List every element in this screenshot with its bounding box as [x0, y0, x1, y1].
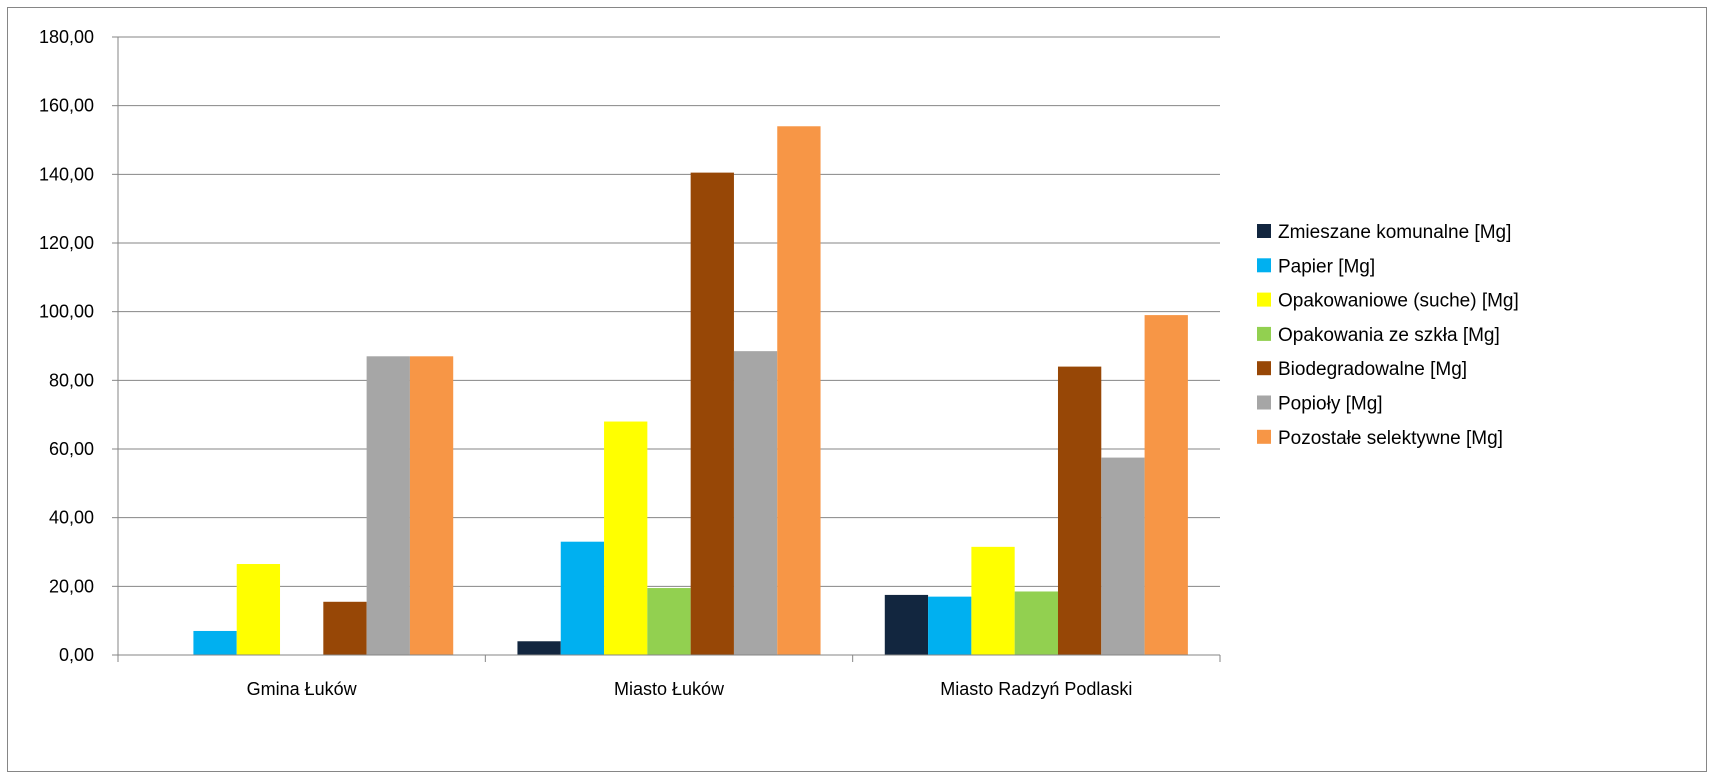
legend-swatch [1257, 224, 1271, 238]
bar [690, 172, 734, 655]
bar [236, 564, 281, 655]
y-tick-label: 120,00 [39, 233, 94, 253]
bar [366, 356, 410, 655]
legend-label: Zmieszane komunalne [Mg] [1278, 222, 1511, 243]
bar [1101, 457, 1145, 655]
bar [1014, 591, 1058, 655]
bar [971, 546, 1015, 655]
y-tick-label: 160,00 [39, 96, 94, 116]
x-category-label: Gmina Łuków [247, 679, 358, 699]
legend-label: Biodegradowalne [Mg] [1278, 359, 1467, 380]
bar [928, 596, 972, 655]
y-tick-label: 60,00 [49, 439, 94, 459]
y-tick-label: 0,00 [59, 645, 94, 665]
y-tick-label: 40,00 [49, 508, 94, 528]
bar [1057, 366, 1102, 655]
legend-swatch [1257, 326, 1271, 341]
legend-swatch [1257, 258, 1271, 273]
bar [884, 594, 929, 655]
bar [409, 356, 454, 655]
bar [517, 641, 561, 655]
legend-label: Pozostałe selektywne [Mg] [1278, 428, 1503, 449]
chart-frame [7, 7, 1707, 772]
legend-label: Opakowania ze szkła [Mg] [1278, 325, 1500, 346]
y-tick-label: 100,00 [39, 302, 94, 322]
bar [193, 630, 237, 655]
legend-swatch [1257, 429, 1271, 444]
bar [1144, 315, 1188, 655]
legend-swatch [1257, 361, 1271, 376]
x-category-label: Miasto Radzyń Podlaski [940, 679, 1132, 699]
y-tick-label: 180,00 [39, 27, 94, 47]
legend-label: Popioły [Mg] [1278, 394, 1383, 415]
bar [777, 126, 821, 656]
legend-swatch [1257, 395, 1271, 410]
bar [604, 421, 648, 655]
legend-label: Opakowaniowe (suche) [Mg] [1278, 291, 1519, 312]
y-tick-label: 80,00 [49, 370, 94, 390]
legend-label: Papier [Mg] [1278, 256, 1375, 277]
bar [733, 351, 778, 655]
legend-swatch [1257, 292, 1271, 307]
y-tick-label: 20,00 [49, 576, 94, 596]
bar [647, 588, 691, 655]
bar [323, 601, 367, 655]
x-category-label: Miasto Łuków [614, 679, 725, 699]
bar [560, 541, 605, 655]
y-tick-label: 140,00 [39, 164, 94, 184]
